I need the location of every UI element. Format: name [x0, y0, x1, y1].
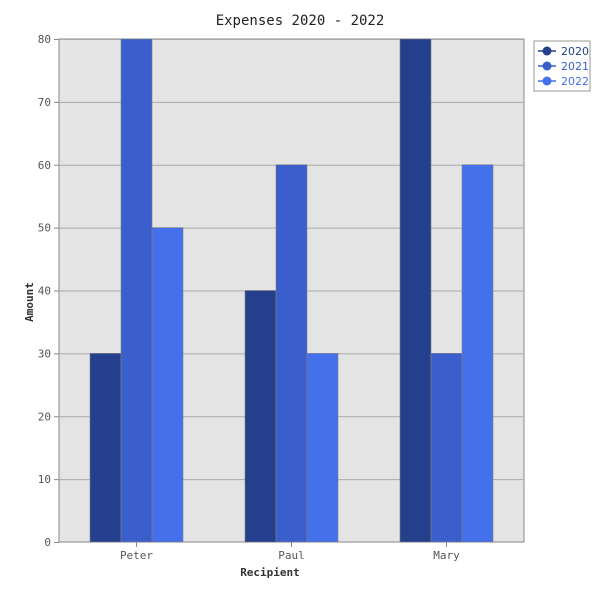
- y-tick-label: 80: [38, 33, 51, 46]
- x-tick-label-peter: Peter: [120, 549, 153, 562]
- y-tick-label: 30: [38, 347, 51, 360]
- bar-2021-paul: [275, 164, 308, 543]
- y-tick-label: 70: [38, 96, 51, 109]
- legend-marker-2021: [542, 61, 552, 71]
- legend-label-2020: 2020: [561, 45, 589, 58]
- y-axis-label: Amount: [23, 282, 36, 322]
- bar-2021-peter: [120, 38, 153, 543]
- y-tick-label: 40: [38, 285, 51, 298]
- x-axis-ticks: Peter Paul Mary: [120, 542, 460, 562]
- y-tick-label: 0: [44, 536, 51, 549]
- bar-2022-paul: [306, 353, 339, 543]
- x-tick-label-paul: Paul: [278, 549, 305, 562]
- legend: 2020 2021 2022: [533, 40, 591, 92]
- bar-2022-peter: [151, 227, 184, 543]
- x-axis-label: Recipient: [240, 566, 300, 579]
- y-tick-label: 10: [38, 473, 51, 486]
- legend-label-2022: 2022: [561, 75, 589, 88]
- bar-2020-paul: [244, 290, 277, 543]
- chart-title: Expenses 2020 - 2022: [216, 13, 385, 29]
- y-tick-label: 60: [38, 159, 51, 172]
- legend-label-2021: 2021: [561, 60, 589, 73]
- legend-marker-2022: [542, 76, 552, 86]
- bar-2021-mary: [430, 353, 463, 543]
- legend-marker-2020: [542, 46, 552, 56]
- y-tick-label: 20: [38, 410, 51, 423]
- bar-2020-peter: [89, 353, 122, 543]
- y-tick-label: 50: [38, 222, 51, 235]
- bars: [89, 38, 494, 543]
- y-axis-ticks: 0 10 20 30 40 50 60 70 80: [38, 33, 59, 549]
- x-tick-label-mary: Mary: [433, 549, 460, 562]
- bar-2020-mary: [399, 38, 432, 543]
- bar-2022-mary: [461, 164, 494, 543]
